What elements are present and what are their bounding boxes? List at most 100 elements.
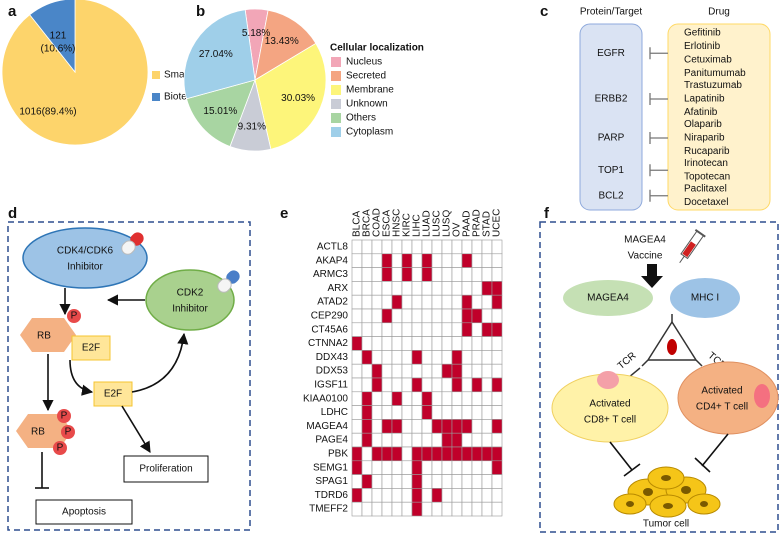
heatmap-cell xyxy=(421,432,433,448)
pie-slice xyxy=(183,9,256,100)
heatmap-cell xyxy=(351,350,363,365)
heatmap-cell xyxy=(471,281,483,296)
heatmap-cell xyxy=(371,377,383,393)
row-label: CTNNA2 xyxy=(308,338,348,349)
heatmap-cell xyxy=(371,501,383,517)
heatmap-cell xyxy=(351,281,363,296)
heatmap-cell xyxy=(401,281,413,296)
data-label: 121 xyxy=(50,31,67,42)
heatmap-cell xyxy=(421,350,433,365)
heatmap-cell xyxy=(441,460,453,475)
heatmap-cell xyxy=(441,281,453,296)
heatmap-cell xyxy=(441,239,453,255)
panel-d: CDK4/CDK6 Inhibitor RB P E2F CDK2 Inhibi… xyxy=(7,221,251,531)
heatmap-cell xyxy=(391,432,403,448)
column-label: STAD xyxy=(482,211,493,237)
heatmap-cell xyxy=(461,281,473,296)
data-label: 27.04% xyxy=(199,49,233,60)
heatmap-cell xyxy=(401,267,413,282)
heatmap-cell xyxy=(381,363,393,379)
heatmap-cell xyxy=(441,253,453,268)
data-label: 5.18% xyxy=(242,28,270,39)
column-header: Drug xyxy=(708,7,730,18)
heatmap-cell xyxy=(361,322,373,337)
legend-label: Cytoplasm xyxy=(346,127,393,138)
drug-label: Topotecan xyxy=(684,172,730,183)
heatmap-cell xyxy=(391,488,403,503)
heatmap-cell xyxy=(421,253,433,268)
heatmap-cell xyxy=(381,432,393,448)
heatmap-cell xyxy=(491,350,503,365)
heatmap-cell xyxy=(451,377,463,393)
drug-label: Gefitinib xyxy=(684,28,721,39)
heatmap-cell xyxy=(431,501,443,517)
heatmap-cell xyxy=(451,460,463,475)
heatmap-cell xyxy=(431,432,443,448)
pill-icon xyxy=(217,270,240,293)
heatmap-cell xyxy=(421,419,433,434)
heatmap-cell xyxy=(471,432,483,448)
phospho-label: P xyxy=(57,443,64,454)
heatmap-cell xyxy=(491,294,503,310)
heatmap-cell xyxy=(471,419,483,434)
heatmap-cell xyxy=(351,308,363,324)
phospho xyxy=(53,441,67,455)
heatmap-cell xyxy=(361,267,373,282)
drug-label: Panitumumab xyxy=(684,68,746,79)
heatmap-cell xyxy=(391,239,403,255)
heatmap-cell xyxy=(381,446,393,462)
node-label: Inhibitor xyxy=(67,262,103,273)
apoptosis-box xyxy=(35,499,133,525)
node-label: MHC I xyxy=(691,293,719,304)
heatmap-cell xyxy=(411,488,423,503)
heatmap-cell xyxy=(401,308,413,324)
row-label: ARX xyxy=(327,283,348,294)
heatmap-cell xyxy=(391,322,403,337)
heatmap-cell xyxy=(391,363,403,379)
heatmap-cell xyxy=(371,267,383,282)
heatmap-cell xyxy=(371,405,383,420)
heatmap-cell xyxy=(371,350,383,365)
heatmap-cell xyxy=(481,281,493,296)
column-label: ESCA xyxy=(382,209,393,237)
heatmap-cell xyxy=(491,281,503,296)
syringe-icon xyxy=(679,228,706,264)
target-label: BCL2 xyxy=(598,190,623,201)
heatmap-cell xyxy=(391,474,403,489)
panel-label: d xyxy=(8,205,17,222)
column-label: PAAD xyxy=(462,211,473,238)
heatmap-cell xyxy=(381,239,393,255)
complex xyxy=(627,314,717,379)
heatmap-cell xyxy=(401,446,413,462)
heatmap-cell xyxy=(381,281,393,296)
heatmap-cell xyxy=(361,501,373,517)
heatmap-cell xyxy=(431,474,443,489)
heatmap-cell xyxy=(481,432,493,448)
row-label: DDX53 xyxy=(316,366,349,377)
column-label: HNSC xyxy=(392,209,403,237)
heatmap-cell xyxy=(391,308,403,324)
heatmap-cell xyxy=(401,391,413,406)
pie-slice xyxy=(29,0,76,74)
panel-e: BLCA BRCA COAD ESCA HNSC KIRC LIHC LUAD LUSC LUSQ… xyxy=(303,208,503,517)
heatmap-cell xyxy=(491,432,503,448)
heatmap-cell xyxy=(401,460,413,475)
heatmap-cell xyxy=(411,432,423,448)
heatmap-cell xyxy=(351,336,363,351)
column-label: LUAD xyxy=(422,210,433,237)
heatmap-cell xyxy=(361,294,373,310)
heatmap-cell xyxy=(441,391,453,406)
heatmap-cell xyxy=(361,419,373,434)
heatmap-cell xyxy=(451,281,463,296)
heatmap-cell xyxy=(461,474,473,489)
heatmap-cell xyxy=(451,363,463,379)
antigen-core xyxy=(667,339,677,355)
heatmap-cell xyxy=(431,239,443,255)
antigen-node xyxy=(563,280,653,316)
heatmap-cell xyxy=(461,336,473,351)
drug-label: Erlotinib xyxy=(684,41,721,52)
heatmap-cell xyxy=(471,253,483,268)
heatmap-cell xyxy=(441,350,453,365)
heatmap-cell xyxy=(361,432,373,448)
row-label: SPAG1 xyxy=(315,476,348,487)
